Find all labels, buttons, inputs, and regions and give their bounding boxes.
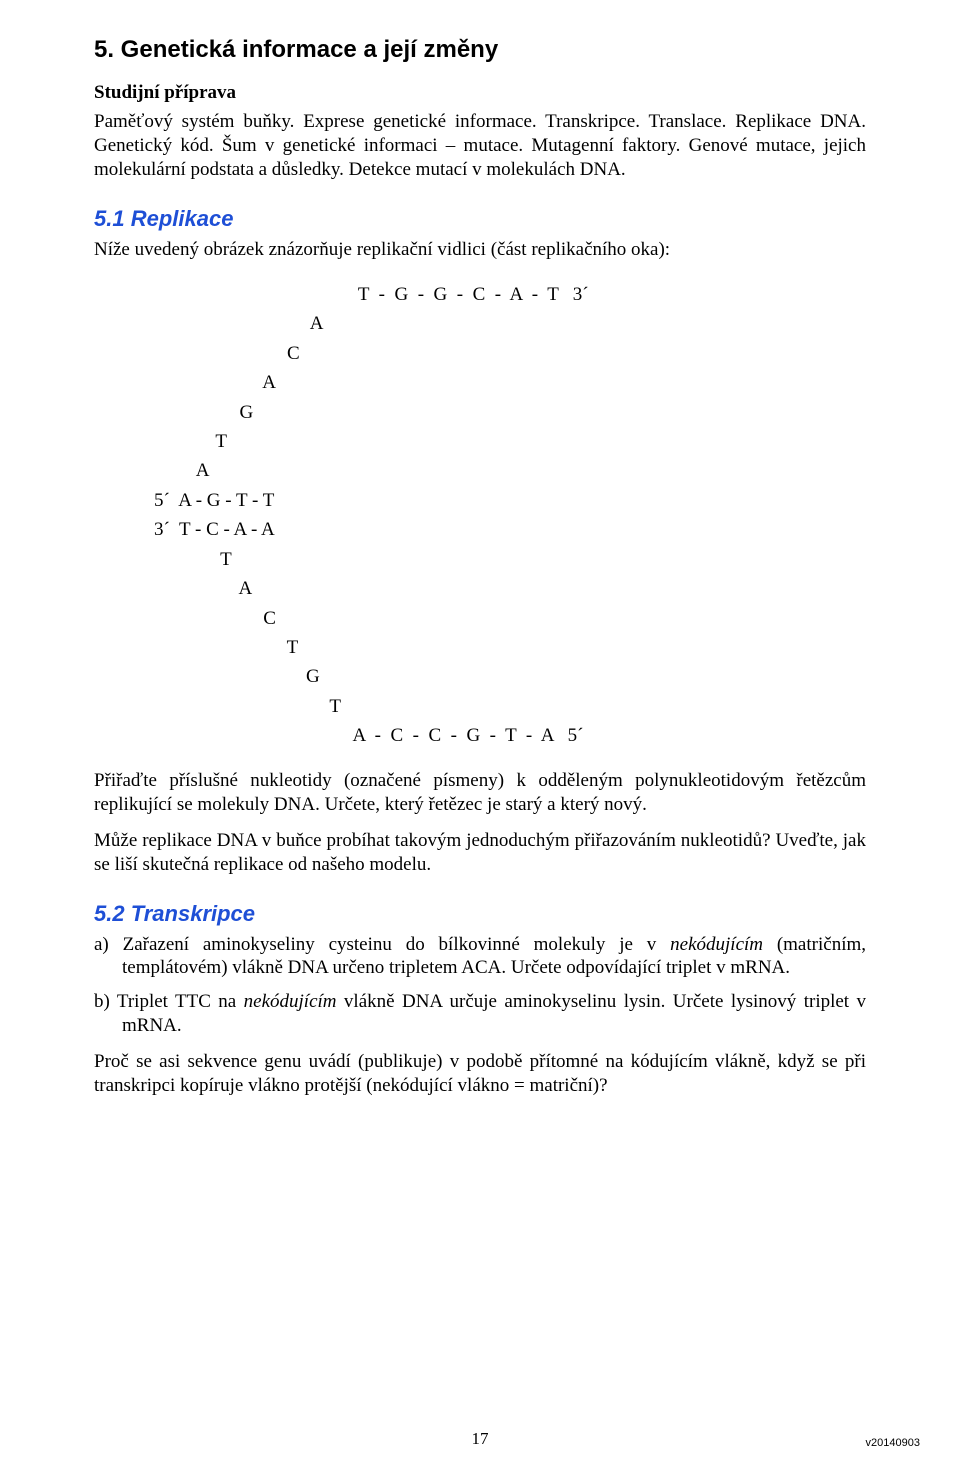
section-52-heading: 5.2 Transkripce xyxy=(94,901,866,927)
section-52-list: a) Zařazení aminokyseliny cysteinu do bí… xyxy=(94,933,866,1039)
list-item-b-pre: b) Triplet TTC na xyxy=(94,991,244,1012)
page-number: 17 xyxy=(0,1429,960,1449)
document-page: 5. Genetická informace a její změny Stud… xyxy=(0,0,960,1467)
list-item-a-em: nekódujícím xyxy=(670,934,763,955)
section-51-heading: 5.1 Replikace xyxy=(94,206,866,232)
chapter-heading: 5. Genetická informace a její změny xyxy=(94,36,866,64)
list-item-b-em: nekódujícím xyxy=(244,991,337,1012)
list-item-a-pre: a) Zařazení aminokyseliny cysteinu do bí… xyxy=(94,934,670,955)
list-item-b: b) Triplet TTC na nekódujícím vlákně DNA… xyxy=(94,990,866,1038)
replication-fork-diagram: T - G - G - C - A - T 3´ A C A G T A 5´ … xyxy=(154,280,866,751)
section-51-para1: Přiřaďte příslušné nukleotidy (označené … xyxy=(94,769,866,817)
list-item-a: a) Zařazení aminokyseliny cysteinu do bí… xyxy=(94,933,866,981)
intro-paragraph: Paměťový systém buňky. Exprese genetické… xyxy=(94,110,866,182)
version-stamp: v20140903 xyxy=(866,1437,920,1449)
section-52-para: Proč se asi sekvence genu uvádí (publiku… xyxy=(94,1050,866,1098)
section-51-para2: Může replikace DNA v buňce probíhat tako… xyxy=(94,829,866,877)
subheading: Studijní příprava xyxy=(94,82,866,104)
section-51-lead: Níže uvedený obrázek znázorňuje replikač… xyxy=(94,238,866,262)
